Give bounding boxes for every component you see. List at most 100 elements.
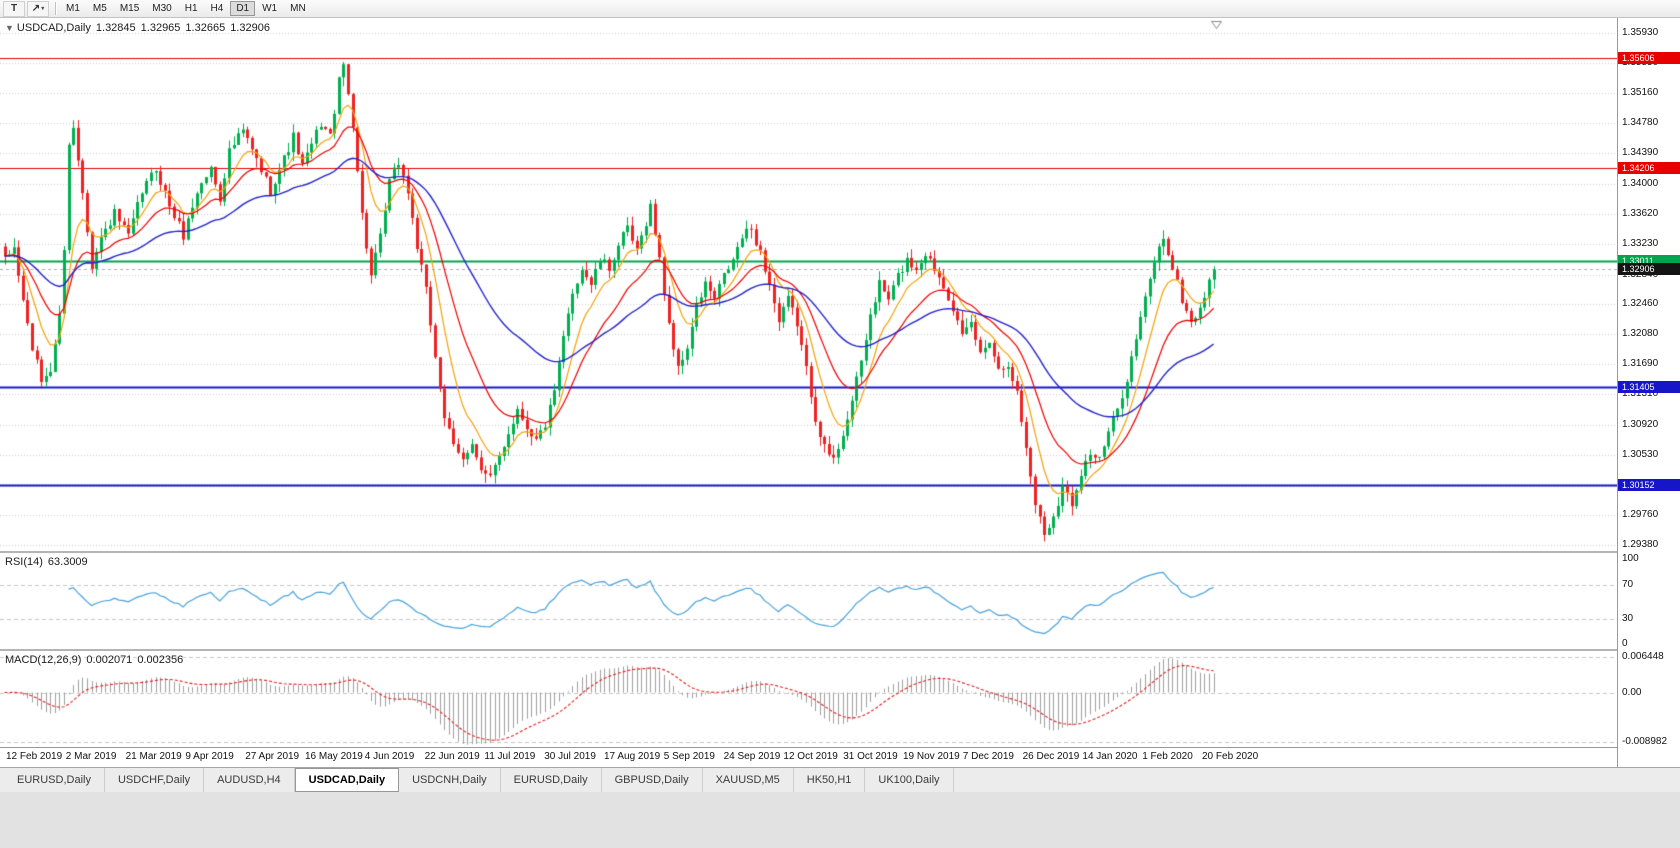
date-label: 12 Oct 2019 — [783, 751, 838, 762]
price-axis-label: 1.30920 — [1622, 418, 1659, 430]
date-label: 20 Feb 2020 — [1202, 751, 1259, 762]
macd-axis-label: 0.006448 — [1622, 651, 1664, 662]
price-axis-label: 1.32080 — [1622, 327, 1659, 339]
ohlc-close: 1.32906 — [230, 22, 270, 34]
date-label: 31 Oct 2019 — [843, 751, 898, 762]
timeframe-m15-button[interactable]: M15 — [119, 3, 140, 14]
rsi-label-row: RSI(14) 63.3009 — [5, 556, 93, 568]
chart-tab-xauusd-m5[interactable]: XAUUSD,M5 — [703, 768, 794, 792]
dropdown-caret-icon: ▾ — [41, 6, 45, 12]
pane-splitter-macd[interactable] — [0, 649, 1680, 651]
date-label: 27 Apr 2019 — [245, 751, 300, 762]
price-axis-label: 1.33230 — [1622, 238, 1659, 250]
price-badge-resistance-upper: 1.35606 — [1618, 52, 1680, 65]
price-axis-label: 1.33620 — [1622, 207, 1659, 219]
rsi-axis[interactable]: 100 70 30 0 — [1618, 553, 1680, 649]
price-axis-column[interactable]: 1.359301.355501.351601.347801.343901.340… — [1617, 18, 1680, 767]
date-label: 12 Feb 2019 — [6, 751, 63, 762]
price-axis-label: 1.29760 — [1622, 509, 1659, 521]
rsi-axis-label: 30 — [1622, 612, 1634, 624]
chart-tab-audusd-h4[interactable]: AUDUSD,H4 — [204, 768, 295, 792]
arrow-tool-icon: ↗ — [31, 3, 41, 14]
chart-tab-usdcnh-daily[interactable]: USDCNH,Daily — [399, 768, 501, 792]
date-label: 9 Apr 2019 — [185, 751, 234, 762]
timeframe-h1-button[interactable]: H1 — [184, 3, 198, 14]
price-axis-label: 1.30530 — [1622, 449, 1659, 461]
price-axis-label: 1.32460 — [1622, 298, 1659, 310]
macd-axis-label: 0.00 — [1622, 686, 1642, 698]
macd-indicator-canvas[interactable] — [0, 651, 1617, 747]
shapes-tool-button[interactable]: ↗ ▾ — [27, 0, 49, 17]
chart-tab-eurusd-daily[interactable]: EURUSD,Daily — [501, 768, 602, 792]
timeframe-m5-button[interactable]: M5 — [92, 3, 107, 14]
price-axis-label: 1.35160 — [1622, 87, 1659, 99]
rsi-label: RSI(14) — [5, 556, 43, 568]
chart-tab-eurusd-daily[interactable]: EURUSD,Daily — [4, 768, 105, 792]
price-axis-label: 1.34390 — [1622, 147, 1659, 159]
timeframe-w1-button[interactable]: W1 — [262, 3, 278, 14]
date-label: 4 Jun 2019 — [364, 751, 415, 762]
date-label: 14 Jan 2020 — [1082, 751, 1138, 762]
toolbar-separator — [55, 2, 56, 15]
chart-toolbar: T ↗ ▾ M1 M5 M15 M30 H1 H4 D1 W1 MN — [0, 0, 1680, 18]
rsi-value: 63.3009 — [47, 556, 88, 568]
macd-axis-label: -0.008982 — [1622, 736, 1668, 747]
price-axis-label: 1.35930 — [1622, 27, 1659, 38]
rsi-axis-label: 0 — [1622, 638, 1628, 649]
chart-tab-usdchf-daily[interactable]: USDCHF,Daily — [105, 768, 205, 792]
time-axis[interactable]: 12 Feb 2019 2 Mar 2019 21 Mar 2019 9 Apr 20… — [0, 748, 1617, 767]
ohlc-high: 1.32965 — [140, 22, 181, 34]
timeframe-h4-button[interactable]: H4 — [210, 3, 224, 14]
date-label: 11 Jul 2019 — [484, 751, 536, 762]
chart-tab-uk100-daily[interactable]: UK100,Daily — [865, 768, 954, 792]
chart-tab-gbpusd-daily[interactable]: GBPUSD,Daily — [602, 768, 703, 792]
chart-tabs-bar: EURUSD,Daily USDCHF,Daily AUDUSD,H4 USDCAD,… — [0, 767, 1680, 792]
date-label: 21 Mar 2019 — [125, 751, 182, 762]
rsi-axis-label: 100 — [1622, 553, 1639, 564]
date-label: 22 Jun 2019 — [424, 751, 480, 762]
price-axis-label: 1.34000 — [1622, 177, 1659, 189]
chart-tab-hk50-h1[interactable]: HK50,H1 — [794, 768, 866, 792]
time-axis-separator — [0, 747, 1680, 748]
price-badge-support-upper: 1.31405 — [1618, 380, 1680, 393]
date-label: 30 Jul 2019 — [544, 751, 596, 762]
price-chart-canvas[interactable] — [0, 18, 1617, 551]
chart-area: ▼ USDCAD,Daily 1.32845 1.32965 1.32665 1.3290… — [0, 18, 1680, 767]
rsi-axis-label: 70 — [1622, 578, 1634, 590]
pane-splitter-rsi[interactable] — [0, 551, 1680, 553]
rsi-indicator-canvas[interactable] — [0, 553, 1617, 649]
chart-symbol-label: USDCAD,Daily — [16, 22, 91, 34]
chart-tab-usdcad-daily[interactable]: USDCAD,Daily — [294, 768, 400, 792]
price-axis-label: 1.31310 — [1622, 388, 1659, 400]
timeframe-mn-button[interactable]: MN — [290, 3, 306, 14]
timeframe-button-group: M1 M5 M15 M30 H1 H4 D1 W1 MN — [60, 1, 313, 16]
timeframe-m1-button[interactable]: M1 — [66, 3, 80, 14]
text-tool-button[interactable]: T — [3, 0, 25, 17]
collapse-chart-icon[interactable]: ▼ — [5, 23, 14, 33]
date-label: 16 May 2019 — [305, 751, 363, 762]
date-label: 2 Mar 2019 — [65, 751, 117, 762]
chart-title: ▼ USDCAD,Daily 1.32845 1.32965 1.32665 1.3290… — [5, 22, 275, 34]
date-label: 19 Nov 2019 — [903, 751, 960, 762]
price-axis-label: 1.29380 — [1622, 539, 1659, 550]
date-label: 26 Dec 2019 — [1022, 751, 1080, 762]
price-badge-support-lower: 1.30152 — [1618, 478, 1680, 491]
window-bottom-area — [0, 792, 1680, 848]
date-label: 1 Feb 2020 — [1142, 751, 1193, 762]
price-axis[interactable]: 1.359301.355501.351601.347801.343901.340… — [1618, 18, 1680, 551]
price-axis-label: 1.31690 — [1622, 358, 1659, 370]
price-axis-label: 1.34780 — [1622, 116, 1659, 128]
macd-label-row: MACD(12,26,9) 0.002071 0.002356 — [5, 654, 188, 666]
price-badge-current-price: 1.32906 — [1618, 263, 1680, 276]
date-label: 24 Sep 2019 — [723, 751, 781, 762]
macd-label: MACD(12,26,9) — [5, 654, 82, 666]
timeframe-m30-button[interactable]: M30 — [152, 3, 172, 14]
date-label: 7 Dec 2019 — [962, 751, 1014, 762]
macd-axis[interactable]: 0.006448 0.00 -0.008982 — [1618, 651, 1680, 747]
text-tool-icon: T — [10, 3, 18, 14]
timeframe-d1-button[interactable]: D1 — [230, 1, 256, 16]
macd-main-value: 0.002071 — [86, 654, 133, 666]
price-badge-resistance-lower: 1.34206 — [1618, 161, 1680, 174]
ohlc-low: 1.32665 — [185, 22, 226, 34]
